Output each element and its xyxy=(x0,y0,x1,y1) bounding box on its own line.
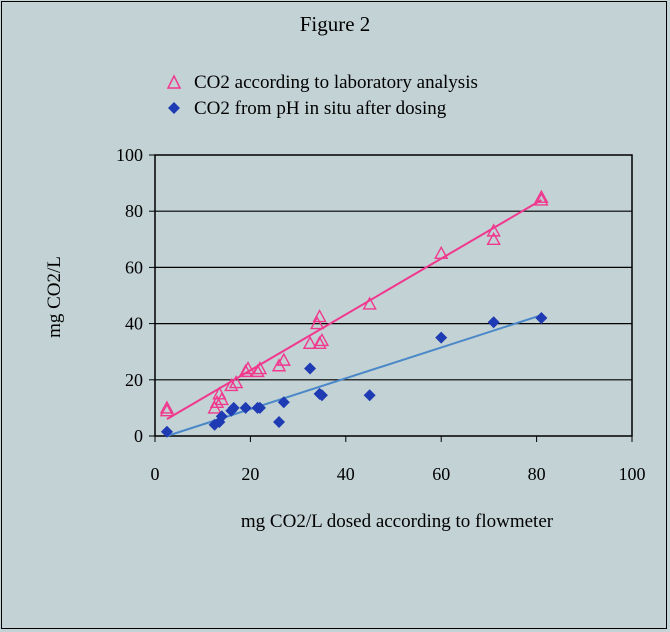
y-tick-label: 20 xyxy=(125,370,143,390)
ph-diamond-point xyxy=(215,410,228,423)
ph-diamond-point xyxy=(315,389,328,402)
legend-item-lab: CO2 according to laboratory analysis xyxy=(166,72,478,94)
ph-diamond-point xyxy=(227,401,240,414)
ph-diamond-point xyxy=(487,316,500,329)
x-tick-label: 0 xyxy=(151,464,160,484)
lab-triangle-point xyxy=(314,332,330,347)
data-points xyxy=(159,189,549,438)
trendlines xyxy=(166,199,542,437)
y-tick-label: 0 xyxy=(134,426,143,446)
ph-diamond-point xyxy=(304,362,317,375)
chart-title: Figure 2 xyxy=(299,12,371,36)
ph-diamond-point xyxy=(277,396,290,409)
lab-triangle-point xyxy=(486,231,501,246)
lab-triangle-point xyxy=(310,316,325,330)
ph-diamond-point xyxy=(535,311,548,324)
ph-diamond-point xyxy=(239,401,252,414)
x-tick-label: 20 xyxy=(241,464,259,484)
y-tick-label: 100 xyxy=(116,145,143,165)
lab-triangle-point xyxy=(252,361,268,375)
lab-triangle-point xyxy=(214,392,229,406)
plot-area xyxy=(154,154,633,437)
gridlines xyxy=(155,210,632,381)
lab-triangle-point xyxy=(240,361,256,375)
ph-diamond-point xyxy=(160,425,173,438)
lab-triangle-point xyxy=(224,377,239,392)
lab-triangle-point xyxy=(486,223,501,237)
lab-triangle-point xyxy=(534,189,549,203)
triangle-marker-icon xyxy=(166,74,182,89)
lab-triangle-point xyxy=(312,309,327,323)
ph-diamond-point xyxy=(435,331,448,344)
lab-triangle-point xyxy=(312,335,327,349)
diamond-marker-icon xyxy=(168,102,180,114)
x-tick-label: 40 xyxy=(337,464,355,484)
ph-diamond-point xyxy=(363,389,376,402)
lab-triangle-point xyxy=(250,363,265,378)
ph-diamond-point xyxy=(253,401,266,414)
y-tick-label: 60 xyxy=(125,257,143,277)
lab-triangle-point xyxy=(362,296,377,310)
lab-triangle-point xyxy=(228,375,244,389)
y-tick-label: 80 xyxy=(125,201,143,221)
lab-triangle-point xyxy=(159,403,175,417)
y-axis-label: mg CO2/L xyxy=(44,256,65,338)
legend-item-ph: CO2 from pH in situ after dosing xyxy=(166,98,446,120)
lab-triangle-point xyxy=(238,363,253,378)
lab-triangle-point xyxy=(209,394,225,408)
y-tick-label: 40 xyxy=(125,314,143,334)
x-tick-label: 60 xyxy=(432,464,450,484)
lab-triangle-point xyxy=(534,192,549,206)
x-tick-label: 80 xyxy=(528,464,546,484)
axis-ticks: 0 20 40 60 80 100 0 20 40 60 80 100 xyxy=(116,145,646,484)
lab-triangle-point xyxy=(434,245,449,260)
lab-triangle-point xyxy=(159,400,175,414)
x-tick-label: 100 xyxy=(619,464,646,484)
legend-label-lab: CO2 according to laboratory analysis xyxy=(194,72,478,93)
x-axis-label: mg CO2/L dosed according to flowmeter xyxy=(241,511,554,532)
lab-triangle-point xyxy=(302,335,318,349)
legend-label-ph: CO2 from pH in situ after dosing xyxy=(194,98,447,119)
lab-trendline xyxy=(166,199,542,421)
lab-triangle-point xyxy=(276,352,291,366)
ph-diamond-point xyxy=(273,415,286,428)
ph-trendline xyxy=(166,314,542,437)
